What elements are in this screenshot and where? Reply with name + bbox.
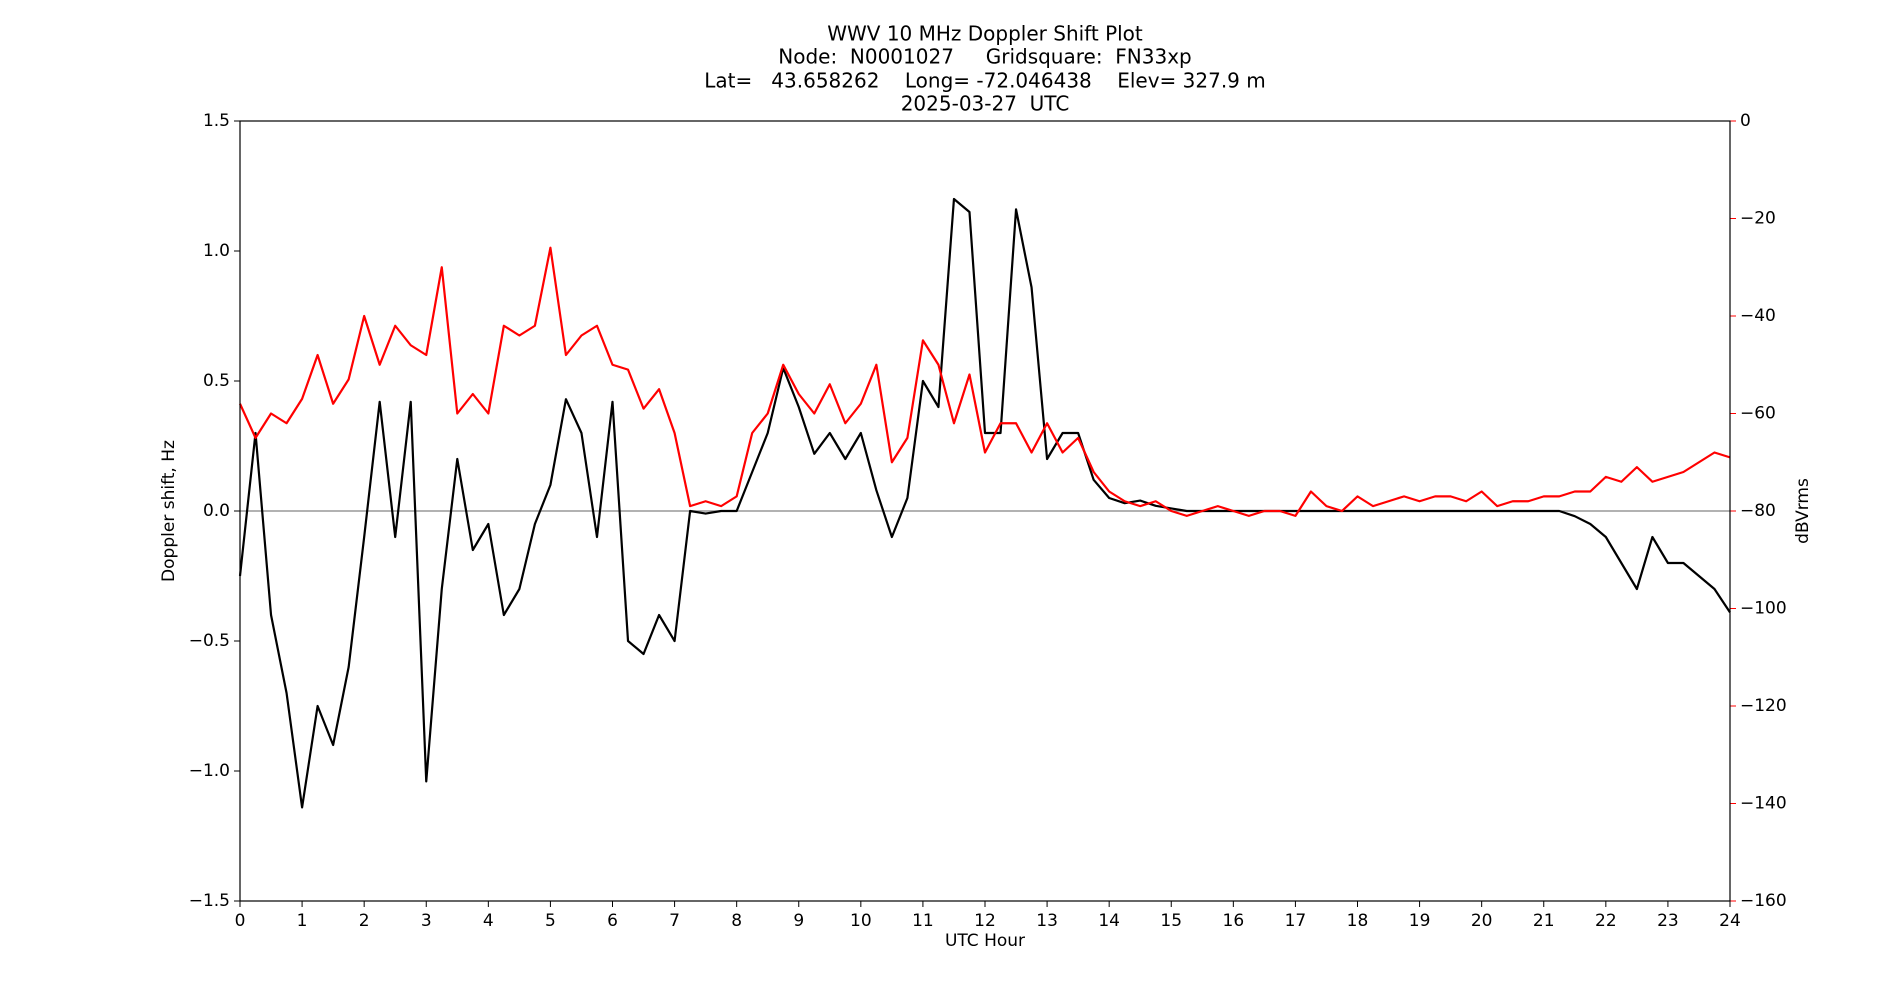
- x-tick-label: 18: [1347, 911, 1369, 931]
- x-tick-label: 22: [1595, 911, 1617, 931]
- x-tick-label: 4: [483, 911, 494, 931]
- series-line: [238, 246, 1731, 517]
- x-tick-label: 8: [731, 911, 742, 931]
- x-axis-label: UTC Hour: [945, 931, 1025, 951]
- title-line: Lat= 43.658262 Long= -72.046438 Elev= 32…: [704, 69, 1266, 93]
- x-tick-label: 6: [607, 911, 618, 931]
- y2-tick-label: −100: [1740, 599, 1787, 619]
- x-tick-label: 10: [850, 911, 872, 931]
- x-tick-label: 19: [1409, 911, 1431, 931]
- y2-tick-label: −80: [1740, 501, 1776, 521]
- y-tick-label: −0.5: [189, 631, 230, 651]
- x-tick-label: 23: [1657, 911, 1679, 931]
- x-tick-label: 1: [297, 911, 308, 931]
- x-tick-label: 7: [669, 911, 680, 931]
- x-tick-label: 12: [974, 911, 996, 931]
- x-tick-label: 24: [1719, 911, 1741, 931]
- x-tick-label: 5: [545, 911, 556, 931]
- y-axis-label: Doppler shift, Hz: [159, 440, 179, 582]
- series-line: [238, 197, 1731, 809]
- y2-tick-label: −40: [1740, 306, 1776, 326]
- x-tick-label: 17: [1285, 911, 1307, 931]
- x-tick-label: 15: [1160, 911, 1182, 931]
- x-tick-label: 2: [359, 911, 370, 931]
- y2-tick-label: −20: [1740, 209, 1776, 229]
- x-tick-label: 14: [1098, 911, 1120, 931]
- x-tick-label: 11: [912, 911, 934, 931]
- y-tick-label: −1.0: [189, 761, 230, 781]
- x-tick-label: 16: [1223, 911, 1245, 931]
- plot-frame: [239, 120, 1731, 902]
- y2-tick-label: −120: [1740, 696, 1787, 716]
- title-line: 2025-03-27 UTC: [901, 92, 1070, 116]
- y2-tick-label: 0: [1740, 111, 1751, 131]
- y-tick-label: −1.5: [189, 891, 230, 911]
- y-tick-label: 1.5: [203, 111, 230, 131]
- y2-tick-label: −140: [1740, 794, 1787, 814]
- x-tick-label: 20: [1471, 911, 1493, 931]
- x-tick-label: 9: [793, 911, 804, 931]
- y-tick-label: 1.0: [203, 241, 230, 261]
- x-tick-label: 3: [421, 911, 432, 931]
- title-line: Node: N0001027 Gridsquare: FN33xp: [778, 45, 1191, 69]
- y2-axis-label: dBVrms: [1793, 478, 1813, 544]
- y-tick-label: 0.0: [203, 501, 230, 521]
- y2-tick-label: −160: [1740, 891, 1787, 911]
- title-line: WWV 10 MHz Doppler Shift Plot: [827, 22, 1143, 46]
- x-tick-label: 13: [1036, 911, 1058, 931]
- x-tick-label: 21: [1533, 911, 1555, 931]
- x-tick-label: 0: [235, 911, 246, 931]
- y-tick-label: 0.5: [203, 371, 230, 391]
- y2-tick-label: −60: [1740, 404, 1776, 424]
